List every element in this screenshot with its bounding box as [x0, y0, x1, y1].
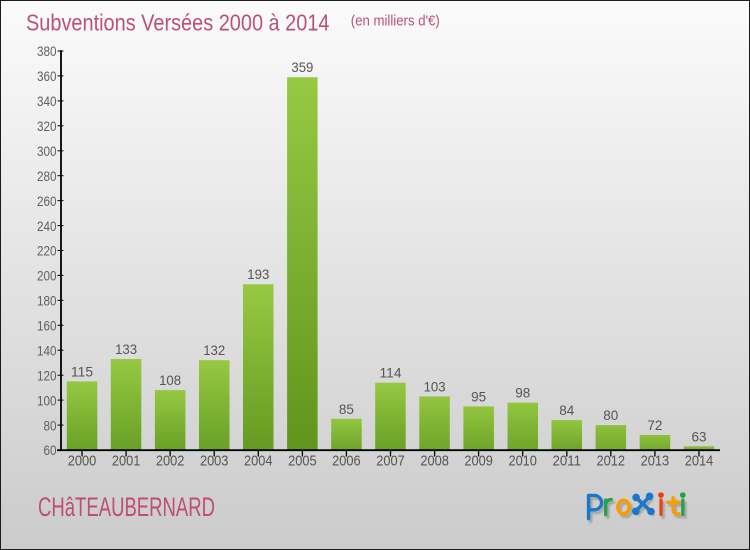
svg-text:380: 380	[37, 44, 57, 60]
svg-text:60: 60	[44, 443, 57, 459]
svg-text:240: 240	[37, 219, 57, 235]
svg-text:2010: 2010	[508, 453, 537, 470]
svg-text:2014: 2014	[685, 453, 714, 470]
svg-text:80: 80	[44, 418, 57, 434]
svg-text:84: 84	[559, 403, 574, 419]
svg-text:140: 140	[37, 343, 57, 359]
svg-text:133: 133	[115, 342, 137, 358]
svg-text:72: 72	[647, 418, 662, 434]
svg-text:193: 193	[247, 267, 269, 283]
svg-text:Subventions Versées 2000 à 201: Subventions Versées 2000 à 2014	[26, 10, 330, 36]
svg-text:220: 220	[37, 244, 57, 260]
svg-text:2008: 2008	[420, 453, 449, 470]
svg-text:95: 95	[471, 389, 486, 405]
svg-text:180: 180	[37, 294, 57, 310]
svg-text:2001: 2001	[112, 453, 141, 470]
svg-text:2013: 2013	[641, 453, 670, 470]
svg-text:280: 280	[37, 169, 57, 185]
svg-text:2007: 2007	[376, 453, 405, 470]
svg-text:320: 320	[37, 119, 57, 135]
svg-text:340: 340	[37, 94, 57, 110]
svg-text:300: 300	[37, 144, 57, 160]
svg-text:100: 100	[37, 393, 57, 409]
svg-text:2003: 2003	[200, 453, 229, 470]
svg-text:2006: 2006	[332, 453, 361, 470]
svg-text:2000: 2000	[68, 453, 97, 470]
svg-text:200: 200	[37, 269, 57, 285]
svg-text:115: 115	[71, 364, 93, 380]
svg-text:80: 80	[603, 408, 618, 424]
svg-text:(en milliers d'€): (en milliers d'€)	[351, 14, 440, 30]
svg-text:98: 98	[515, 386, 530, 402]
svg-text:CHâTEAUBERNARD: CHâTEAUBERNARD	[38, 492, 215, 522]
svg-text:2004: 2004	[244, 453, 273, 470]
svg-text:120: 120	[37, 368, 57, 384]
svg-text:108: 108	[159, 373, 181, 389]
svg-text:260: 260	[37, 194, 57, 210]
svg-text:103: 103	[424, 379, 446, 395]
svg-text:2005: 2005	[288, 453, 317, 470]
svg-text:359: 359	[291, 60, 313, 76]
svg-text:2002: 2002	[156, 453, 185, 470]
svg-text:132: 132	[203, 343, 225, 359]
svg-text:114: 114	[380, 366, 402, 382]
svg-text:85: 85	[339, 402, 354, 418]
svg-text:2009: 2009	[464, 453, 493, 470]
svg-text:63: 63	[692, 429, 707, 445]
svg-text:2012: 2012	[597, 453, 626, 470]
svg-text:2011: 2011	[553, 453, 582, 470]
svg-text:360: 360	[37, 69, 57, 85]
svg-text:160: 160	[37, 319, 57, 335]
